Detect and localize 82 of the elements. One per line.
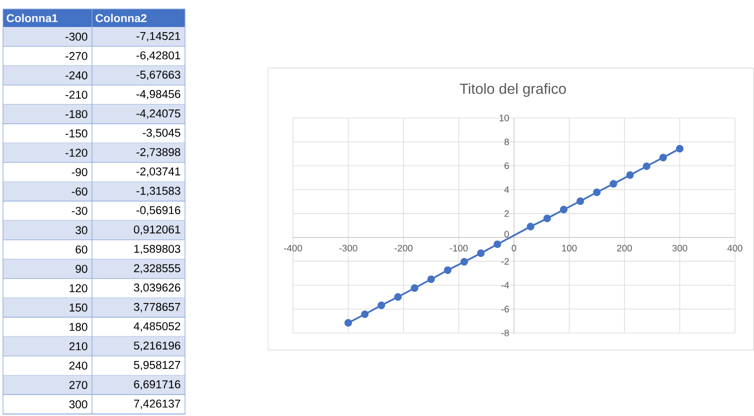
y-tick-label: 6 bbox=[504, 162, 509, 170]
y-tick-label: -2 bbox=[501, 258, 509, 265]
x-tick-label: 300 bbox=[672, 244, 688, 252]
text: -2,73898 bbox=[136, 148, 180, 158]
text: 3,039626 bbox=[134, 284, 180, 293]
y-tick-label: 10 bbox=[500, 114, 509, 122]
point bbox=[394, 293, 402, 301]
text: -3,5045 bbox=[142, 128, 180, 138]
x-tick-label: -200 bbox=[394, 244, 412, 252]
x-tick-label: -400 bbox=[284, 244, 302, 252]
text: -6,42801 bbox=[136, 51, 180, 61]
text: -5,67663 bbox=[136, 70, 180, 80]
text: -210 bbox=[66, 90, 88, 99]
y-tick-label: -4 bbox=[501, 282, 510, 288]
text: -7,14521 bbox=[136, 32, 180, 42]
y-tick-label: 8 bbox=[504, 138, 509, 146]
text: 90 bbox=[76, 264, 88, 273]
point bbox=[444, 266, 452, 274]
text: -90 bbox=[72, 168, 88, 176]
point bbox=[460, 258, 468, 266]
point bbox=[477, 249, 485, 258]
x-tick-label: 400 bbox=[727, 244, 742, 252]
text: 150 bbox=[70, 304, 88, 312]
point bbox=[410, 284, 418, 292]
point bbox=[593, 188, 601, 196]
text: 2,328555 bbox=[134, 264, 180, 274]
text: 180 bbox=[70, 322, 88, 331]
point bbox=[427, 275, 435, 284]
point bbox=[361, 310, 369, 318]
x-tick-label: 0 bbox=[512, 244, 516, 252]
text: -150 bbox=[66, 129, 88, 138]
text: 210 bbox=[69, 342, 88, 350]
point bbox=[494, 240, 502, 248]
text: -2,03741 bbox=[136, 167, 180, 177]
point bbox=[610, 180, 618, 188]
point bbox=[560, 206, 568, 214]
text: 0,912061 bbox=[134, 225, 180, 235]
x-tick-label: -100 bbox=[450, 244, 468, 252]
text: 300 bbox=[69, 400, 88, 408]
text: Colonna2 bbox=[96, 14, 146, 22]
x-tick-label: 200 bbox=[617, 244, 632, 252]
y-tick-label: 0 bbox=[504, 230, 509, 238]
text: 5,958127 bbox=[134, 360, 180, 370]
text: 60 bbox=[76, 246, 88, 254]
point bbox=[642, 162, 650, 170]
text: 6,691716 bbox=[134, 380, 180, 390]
text: 270 bbox=[69, 380, 88, 389]
point bbox=[378, 301, 386, 310]
text: -240 bbox=[66, 71, 88, 80]
text: -60 bbox=[72, 187, 88, 196]
text: -300 bbox=[66, 32, 88, 41]
text: 120 bbox=[70, 284, 88, 292]
text: -1,31583 bbox=[136, 186, 180, 196]
text: Colonna1 bbox=[6, 14, 58, 22]
x-tick-label: -300 bbox=[339, 244, 358, 252]
y-tick-label: -8 bbox=[501, 330, 509, 336]
point bbox=[344, 319, 352, 327]
y-tick-label: 4 bbox=[504, 186, 510, 193]
text: 4,485052 bbox=[134, 322, 180, 332]
text: 240 bbox=[69, 362, 88, 370]
point bbox=[676, 144, 684, 152]
point bbox=[543, 214, 551, 222]
y-tick-label: 2 bbox=[504, 210, 509, 217]
text: 7,426137 bbox=[134, 400, 180, 409]
text: 1,589803 bbox=[134, 244, 180, 254]
text: 5,216196 bbox=[134, 342, 180, 351]
point bbox=[526, 222, 534, 230]
text: -4,24075 bbox=[136, 109, 180, 119]
text: -30 bbox=[72, 206, 88, 215]
text: -120 bbox=[66, 148, 88, 157]
chart-title: Titolo del grafico bbox=[460, 83, 566, 97]
point bbox=[626, 171, 634, 179]
text: -0,56916 bbox=[136, 206, 180, 216]
text: -180 bbox=[66, 110, 88, 118]
point bbox=[576, 197, 584, 205]
y-tick-label: -6 bbox=[501, 306, 509, 312]
text: -270 bbox=[66, 52, 88, 60]
point bbox=[659, 154, 667, 162]
text: -4,98456 bbox=[136, 90, 180, 100]
text: 30 bbox=[76, 226, 88, 234]
text: 3,778657 bbox=[134, 302, 180, 312]
x-tick-label: 100 bbox=[562, 244, 577, 252]
